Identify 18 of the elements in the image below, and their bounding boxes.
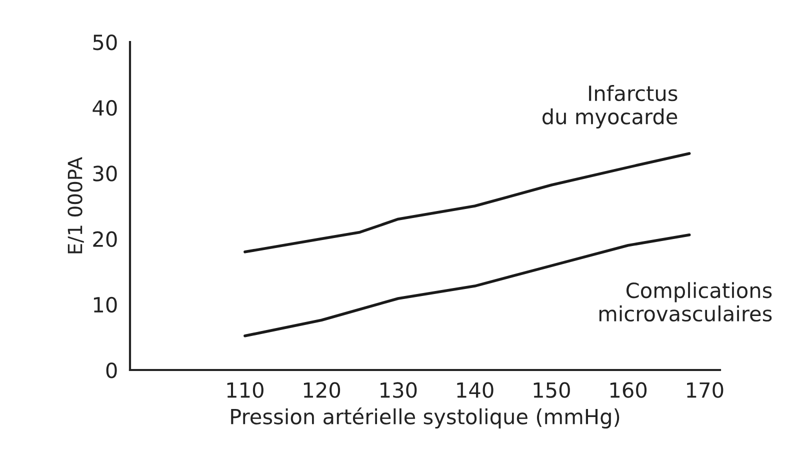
x-tick-label: 160 bbox=[610, 382, 647, 398]
y-tick-label: 10 bbox=[94, 296, 117, 313]
x-tick-label: 110 bbox=[227, 382, 264, 398]
y-tick-label: 30 bbox=[93, 166, 117, 182]
x-tick-label: 170 bbox=[687, 382, 724, 398]
y-tick-label: 0 bbox=[106, 362, 117, 378]
x-tick-label: 130 bbox=[380, 382, 417, 398]
x-tick-label: 150 bbox=[534, 382, 570, 398]
y-tick-label: 20 bbox=[93, 231, 117, 248]
line-series bbox=[244, 152, 691, 254]
y-tick-label: 40 bbox=[92, 100, 117, 116]
x-axis-title: Pression artérielle systolique (mmHg) bbox=[231, 408, 620, 429]
y-axis-title: E/1 000PA bbox=[68, 157, 84, 254]
y-tick-label: 50 bbox=[93, 34, 117, 50]
x-tick-label: 120 bbox=[304, 382, 340, 398]
series-label: Infarctus du myocarde bbox=[542, 85, 678, 129]
series-label: Complications microvasculaires bbox=[599, 282, 772, 322]
x-tick-label: 140 bbox=[457, 382, 494, 398]
